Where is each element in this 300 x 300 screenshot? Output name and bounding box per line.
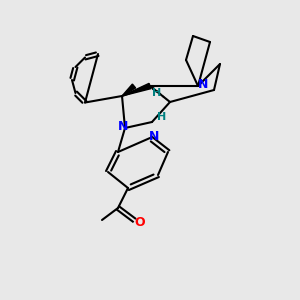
Text: N: N — [149, 130, 159, 142]
Polygon shape — [122, 84, 136, 96]
Text: H: H — [152, 88, 162, 98]
Text: N: N — [118, 121, 128, 134]
Text: O: O — [135, 215, 145, 229]
Text: N: N — [198, 79, 208, 92]
Polygon shape — [122, 83, 151, 96]
Text: H: H — [158, 112, 166, 122]
